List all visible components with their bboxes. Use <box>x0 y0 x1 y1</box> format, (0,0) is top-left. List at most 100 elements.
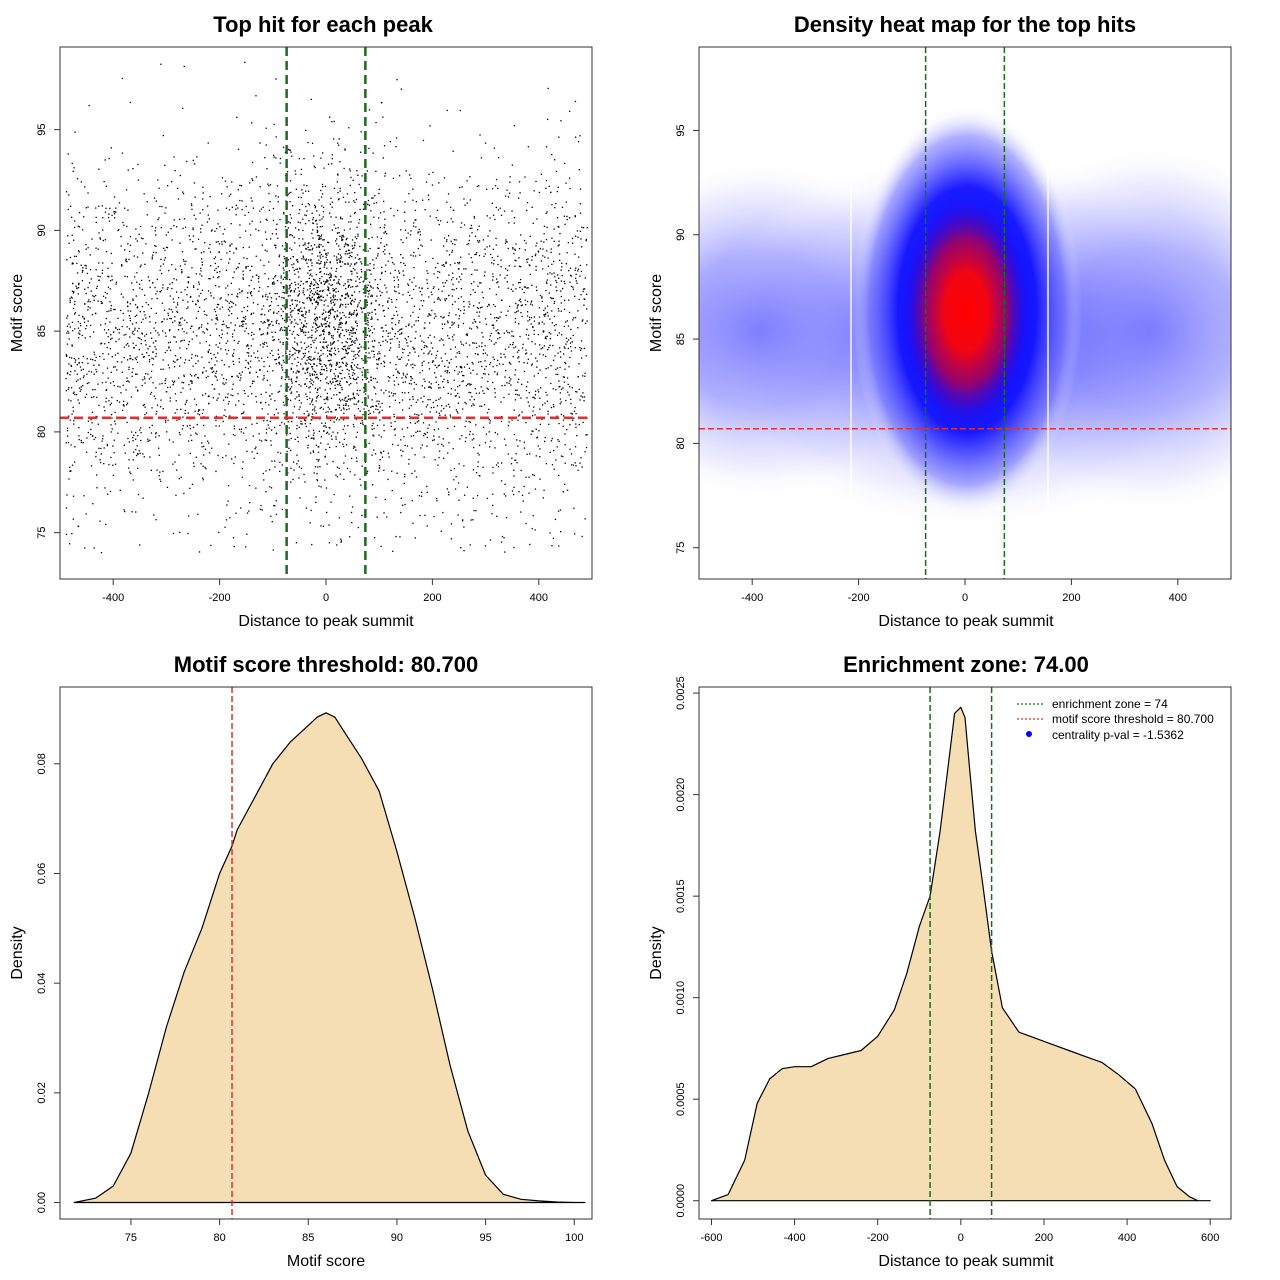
scatter-point <box>114 423 117 425</box>
scatter-point <box>318 246 320 248</box>
scatter-point <box>353 200 355 202</box>
scatter-point <box>144 378 146 380</box>
scatter-point <box>77 525 80 528</box>
scatter-point <box>528 316 531 319</box>
scatter-point <box>255 371 257 373</box>
scatter-point <box>484 248 486 250</box>
scatter-point <box>309 358 311 360</box>
scatter-point <box>199 306 201 309</box>
scatter-point <box>575 390 577 393</box>
scatter-point <box>378 188 380 190</box>
scatter-point <box>204 448 207 450</box>
scatter-point <box>515 453 517 455</box>
scatter-point <box>197 413 199 415</box>
scatter-point <box>413 388 415 390</box>
scatter-point <box>566 320 568 322</box>
scatter-point <box>325 432 328 435</box>
scatter-point <box>467 383 469 385</box>
scatter-point <box>228 310 231 312</box>
scatter-point <box>492 466 494 469</box>
scatter-point <box>144 294 146 296</box>
scatter-point <box>311 366 314 368</box>
scatter-point <box>204 435 206 437</box>
scatter-point <box>263 361 265 363</box>
scatter-point <box>389 362 391 364</box>
scatter-point <box>536 242 538 244</box>
scatter-point <box>174 170 176 172</box>
scatter-point <box>429 350 431 352</box>
scatter-point <box>89 254 91 256</box>
scatter-point <box>87 306 89 308</box>
scatter-point <box>426 445 428 447</box>
scatter-point <box>316 223 318 225</box>
scatter-point <box>244 315 247 318</box>
scatter-point <box>370 406 372 408</box>
scatter-point <box>583 347 585 350</box>
scatter-point <box>312 404 314 406</box>
scatter-point <box>566 489 569 491</box>
scatter-point <box>183 330 185 333</box>
scatter-point <box>486 354 488 356</box>
scatter-point <box>543 309 545 311</box>
scatter-point <box>322 289 324 291</box>
scatter-point <box>510 384 512 386</box>
scatter-point <box>372 422 374 425</box>
scatter-point <box>568 299 570 301</box>
scatter-point <box>263 420 265 422</box>
scatter-point <box>466 356 468 358</box>
scatter-point <box>373 216 375 218</box>
scatter-point <box>370 223 372 225</box>
scatter-point <box>352 248 354 250</box>
scatter-point <box>412 188 414 190</box>
scatter-point <box>446 372 448 374</box>
scatter-point <box>428 352 430 354</box>
scatter-point <box>121 361 123 363</box>
scatter-point <box>507 287 509 289</box>
scatter-point <box>343 167 345 170</box>
scatter-point <box>512 246 514 249</box>
scatter-point <box>301 330 303 332</box>
scatter-point <box>313 299 315 301</box>
scatter-point <box>317 304 319 306</box>
scatter-point <box>531 430 533 432</box>
scatter-point <box>307 444 309 446</box>
scatter-point <box>82 368 84 370</box>
scatter-point <box>319 358 321 361</box>
scatter-point <box>529 453 531 455</box>
scatter-point <box>312 222 315 225</box>
scatter-point <box>101 272 103 274</box>
scatter-point <box>374 309 376 311</box>
scatter-point <box>562 287 564 290</box>
scatter-point <box>439 414 441 416</box>
scatter-point <box>525 334 527 336</box>
scatter-point <box>495 293 497 296</box>
scatter-point <box>412 367 414 369</box>
scatter-point <box>444 299 446 302</box>
scatter-point <box>90 278 92 280</box>
scatter-point <box>518 356 520 358</box>
scatter-point <box>417 430 419 432</box>
scatter-point <box>336 361 338 363</box>
scatter-point <box>296 259 299 261</box>
scatter-point <box>137 453 139 455</box>
scatter-point <box>376 367 378 369</box>
scatter-point <box>387 478 389 481</box>
scatter-point <box>103 329 106 331</box>
scatter-point <box>282 329 284 331</box>
scatter-point <box>128 328 131 330</box>
scatter-point <box>582 319 584 321</box>
scatter-point <box>142 318 144 320</box>
scatter-point <box>408 382 411 385</box>
scatter-point <box>172 463 174 465</box>
scatter-point <box>469 544 471 546</box>
scatter-point <box>232 277 234 279</box>
scatter-point <box>331 154 333 156</box>
scatter-point <box>358 347 360 349</box>
scatter-point <box>127 209 129 211</box>
scatter-point <box>179 365 181 367</box>
scatter-point <box>217 223 219 225</box>
scatter-point <box>437 443 439 445</box>
scatter-point <box>93 331 95 333</box>
scatter-point <box>296 391 298 393</box>
scatter-point <box>515 260 517 262</box>
